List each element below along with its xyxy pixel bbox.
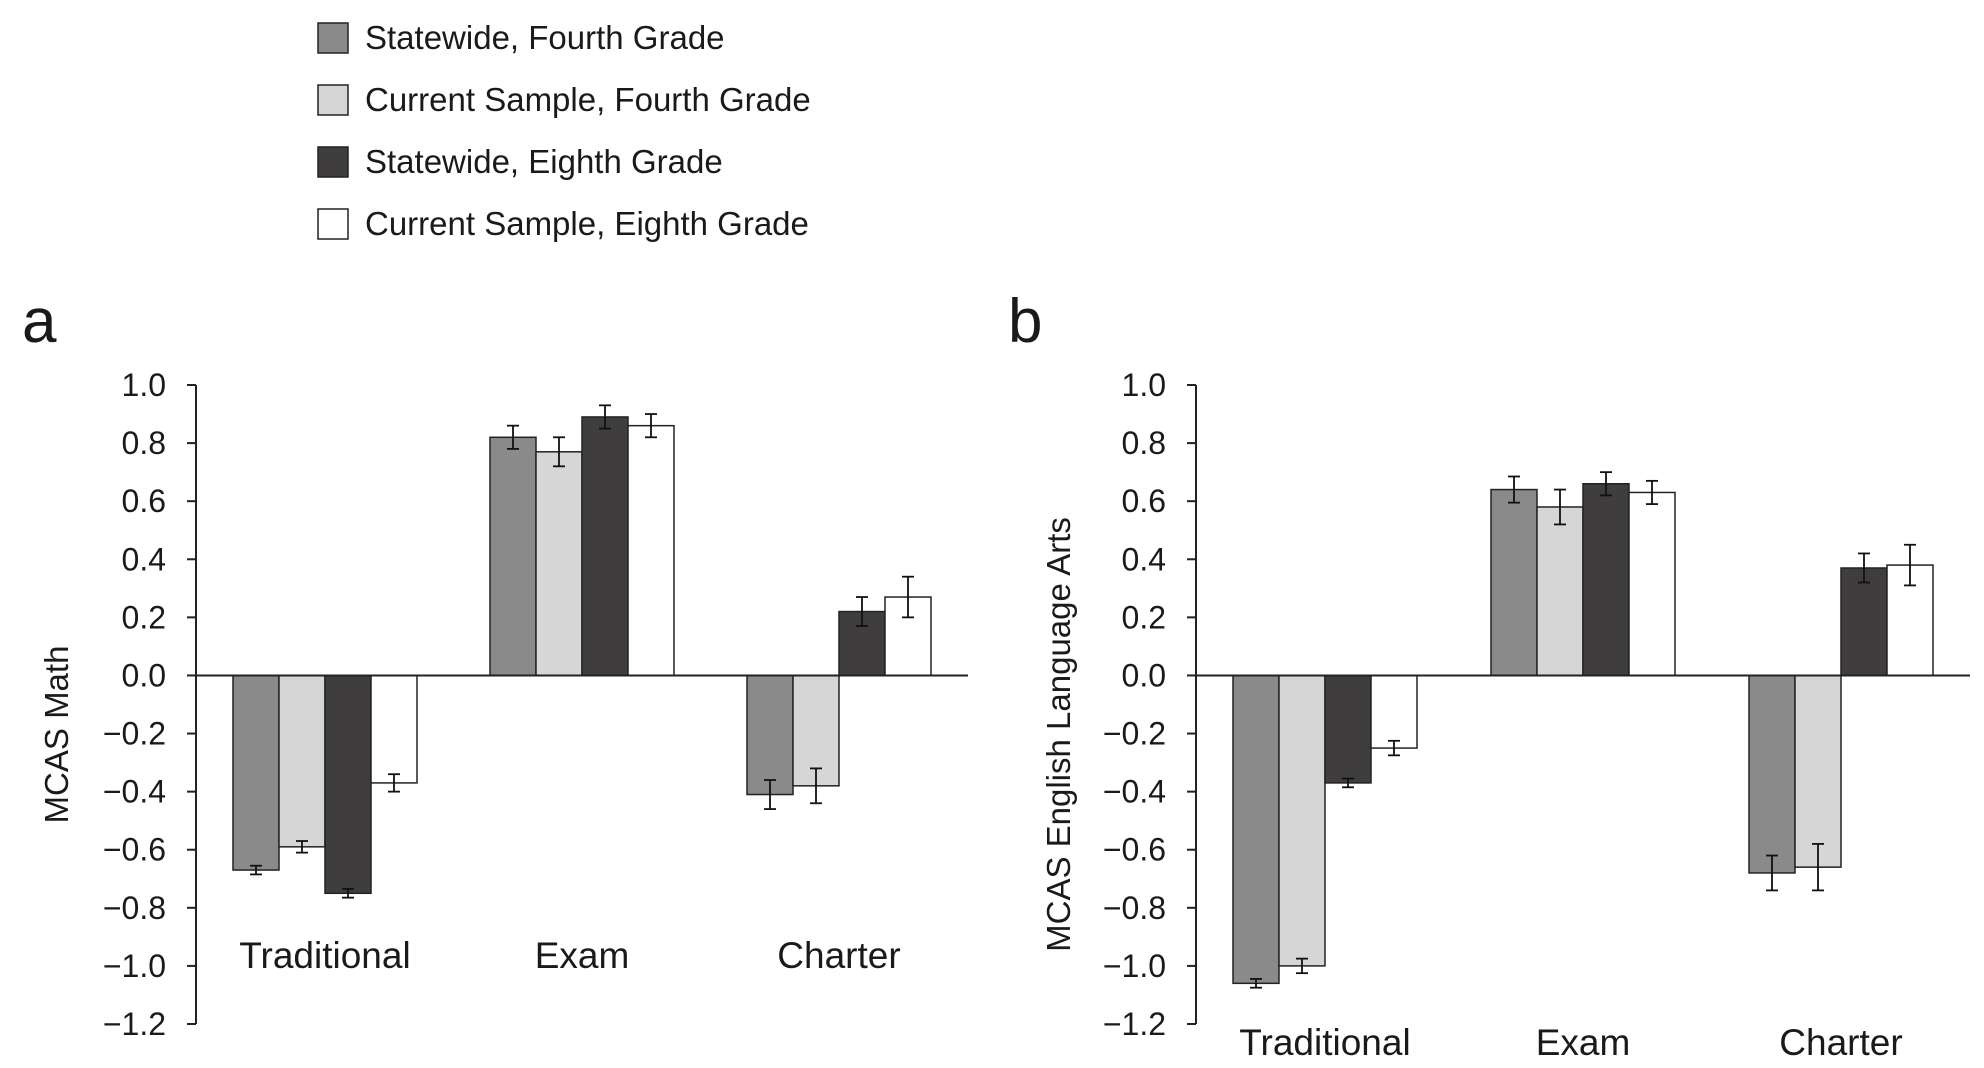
bar: [627, 424, 675, 677]
bar: [1490, 488, 1538, 677]
y-tick-label: −0.6: [103, 832, 166, 868]
y-tick-label: 1.0: [122, 367, 166, 403]
category-label: Charter: [777, 935, 900, 976]
y-tick-label: 0.0: [1122, 657, 1166, 693]
bar: [1278, 674, 1326, 967]
y-tick-label: 0.2: [122, 599, 166, 635]
bar: [1628, 491, 1676, 677]
y-tick-label: −0.4: [1103, 774, 1166, 810]
bar: [1324, 674, 1372, 784]
category-label: Charter: [1779, 1022, 1902, 1063]
bar: [1794, 674, 1842, 868]
bar: [581, 416, 629, 677]
bar: [1370, 674, 1418, 749]
legend-label: Current Sample, Fourth Grade: [365, 81, 811, 118]
bar: [1748, 674, 1796, 874]
panel-label: b: [1008, 287, 1042, 356]
category-label: Exam: [535, 935, 630, 976]
legend-swatch: [317, 84, 349, 116]
bar: [746, 674, 794, 796]
panel-b: b 1.0 0.8 0.6 0.4 0.2 0.0 −0.2 −0.4 −0.6 −0.8 −1.0 −…: [1008, 287, 1970, 1063]
y-tick-label: 0.0: [122, 657, 166, 693]
y-tick-label: 0.4: [1122, 541, 1166, 577]
y-tick-label: −0.8: [103, 890, 166, 926]
bar: [1582, 483, 1630, 677]
y-tick-label: 0.4: [122, 541, 166, 577]
bar: [232, 674, 280, 871]
y-tick-label: 0.2: [1122, 599, 1166, 635]
y-tick-label: 0.6: [122, 483, 166, 519]
y-axis-title: MCAS Math: [38, 646, 75, 824]
y-axis-title: MCAS English Language Arts: [1040, 517, 1077, 952]
panel-label: a: [22, 287, 57, 356]
y-tick-label: −0.6: [1103, 832, 1166, 868]
y-tick-label: 0.8: [1122, 425, 1166, 461]
bar: [535, 451, 583, 677]
legend-label: Current Sample, Eighth Grade: [365, 205, 809, 242]
bar: [489, 436, 537, 677]
bar: [1536, 506, 1584, 677]
panel-a: a 1.0 0.8 0.6 0.4 0.2 0.0 −0.2 −0.4 −0.6 −0.8 −1.0 −…: [22, 287, 968, 1042]
y-tick-label: −1.0: [1103, 948, 1166, 984]
y-tick-label: −1.2: [103, 1006, 166, 1042]
y-tick-label: −0.8: [1103, 890, 1166, 926]
y-tick-label: 1.0: [1122, 367, 1166, 403]
legend-swatch: [317, 146, 349, 178]
bar: [792, 674, 840, 787]
y-tick-label: 0.6: [1122, 483, 1166, 519]
bar: [1232, 674, 1280, 985]
bar: [1840, 567, 1888, 677]
y-tick-label: −0.4: [103, 774, 166, 810]
category-label: Traditional: [1239, 1022, 1410, 1063]
category-label: Traditional: [239, 935, 410, 976]
legend: Statewide, Fourth Grade Current Sample, F…: [317, 19, 811, 242]
category-label: Exam: [1536, 1022, 1631, 1063]
bar: [278, 674, 326, 848]
legend-label: Statewide, Eighth Grade: [365, 143, 723, 180]
y-tick-label: −1.2: [1103, 1006, 1166, 1042]
y-tick-label: 0.8: [122, 425, 166, 461]
y-tick-label: −0.2: [1103, 716, 1166, 752]
legend-swatch: [317, 208, 349, 240]
bar: [324, 674, 372, 895]
y-tick-label: −1.0: [103, 948, 166, 984]
legend-swatch: [317, 22, 349, 54]
bar: [370, 674, 418, 784]
y-tick-label: −0.2: [103, 716, 166, 752]
legend-label: Statewide, Fourth Grade: [365, 19, 725, 56]
